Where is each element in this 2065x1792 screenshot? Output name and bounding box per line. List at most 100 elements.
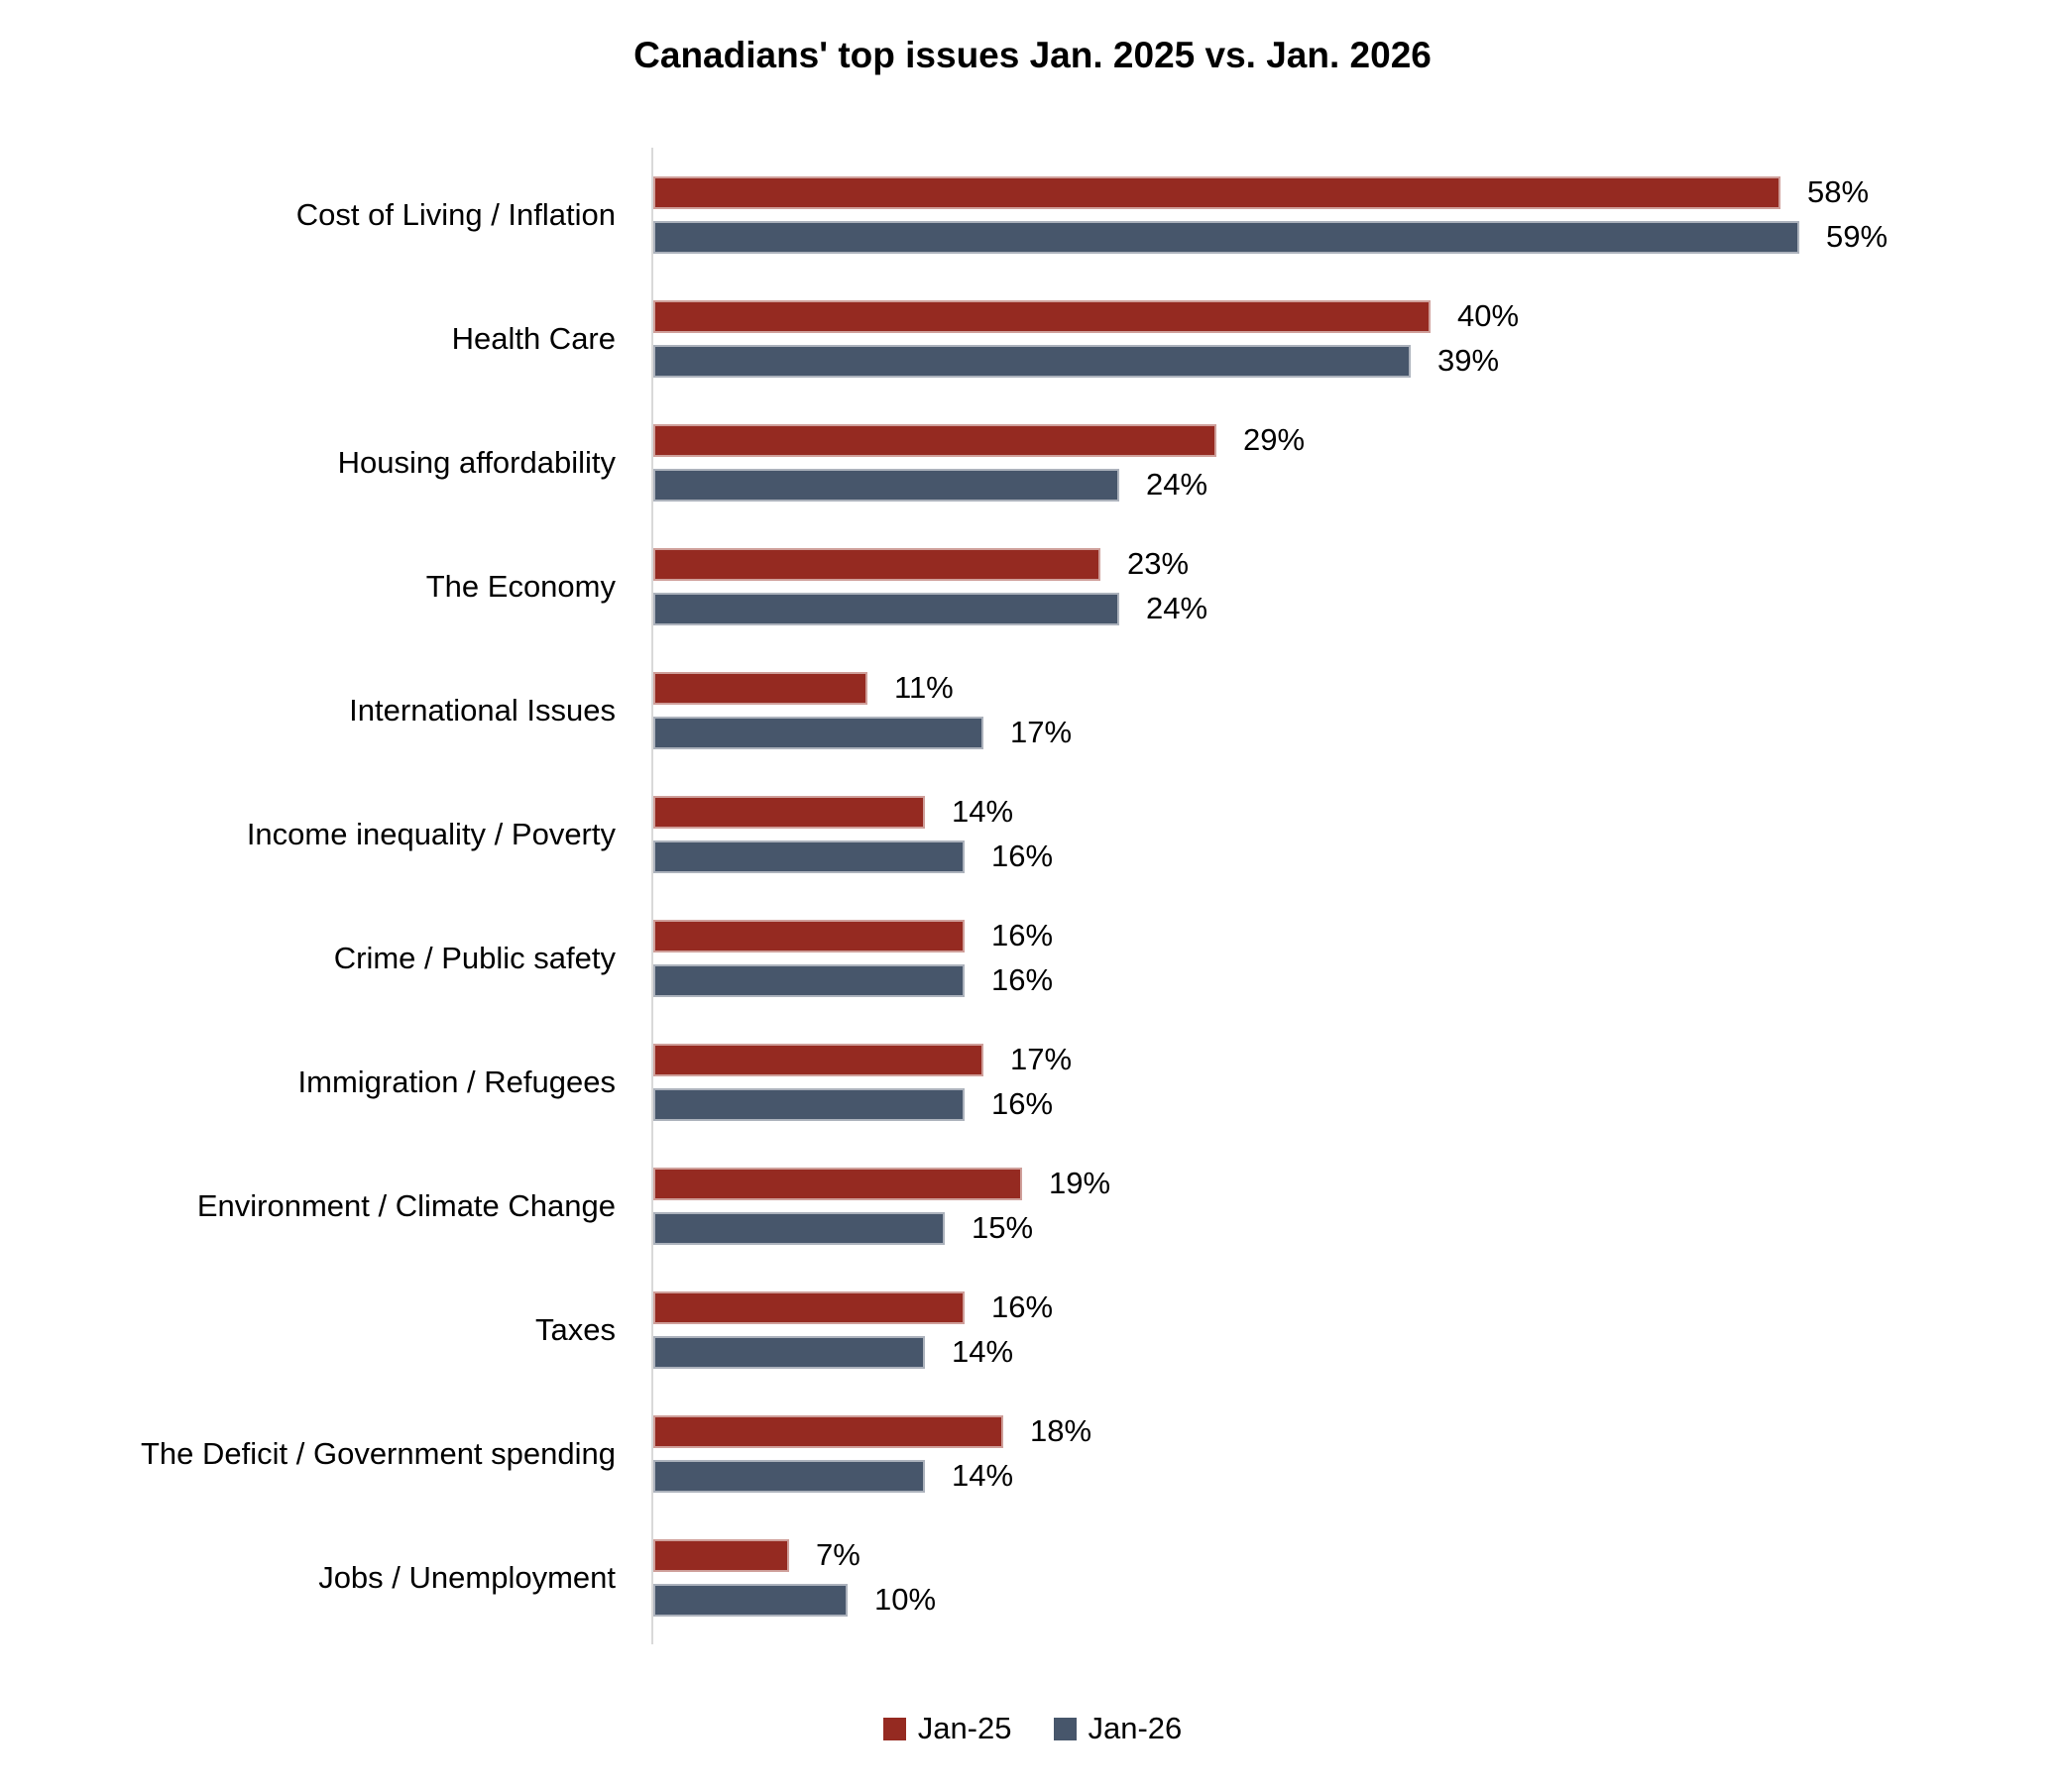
bar-line: 14%	[653, 794, 2065, 829]
bar-line: 16%	[653, 918, 2065, 952]
bar-line: 16%	[653, 1086, 2065, 1121]
category-row: Crime / Public safety 16% 16%	[0, 896, 2065, 1020]
category-label: Health Care	[451, 320, 616, 356]
bar-group: 7% 10%	[653, 1537, 2065, 1617]
chart-title: Canadians' top issues Jan. 2025 vs. Jan.…	[633, 35, 1432, 75]
legend-item: Jan-25	[882, 1711, 1012, 1746]
legend-label-jan-25: Jan-25	[917, 1711, 1012, 1745]
bar-line: 39%	[653, 343, 2065, 378]
bar-line: 16%	[653, 962, 2065, 997]
value-label-jan-26: 39%	[1437, 343, 1500, 378]
category-row: Income inequality / Poverty 14% 16%	[0, 772, 2065, 896]
bar-jan-25	[653, 299, 1431, 333]
bar-group: 23% 24%	[653, 546, 2065, 625]
bar-jan-26	[653, 963, 965, 997]
category-label: Income inequality / Poverty	[246, 816, 616, 851]
value-label-jan-25: 19%	[1049, 1166, 1111, 1200]
bar-line: 58%	[653, 174, 2065, 209]
bar-jan-26	[653, 592, 1119, 625]
bar-line: 40%	[653, 298, 2065, 333]
bar-group: 14% 16%	[653, 794, 2065, 873]
category-row: Immigration / Refugees 17% 16%	[0, 1020, 2065, 1144]
category-row: Environment / Climate Change 19% 15%	[0, 1144, 2065, 1268]
bar-group: 17% 16%	[653, 1042, 2065, 1121]
value-label-jan-25: 29%	[1243, 422, 1306, 457]
bar-jan-25	[653, 1538, 789, 1572]
category-row: International Issues 11% 17%	[0, 648, 2065, 772]
value-label-jan-25: 16%	[991, 1289, 1054, 1324]
value-label-jan-26: 16%	[991, 839, 1054, 873]
value-label-jan-25: 40%	[1457, 298, 1520, 333]
y-axis-line	[651, 148, 653, 1644]
value-label-jan-26: 16%	[991, 1086, 1054, 1121]
category-label: Cost of Living / Inflation	[295, 196, 616, 232]
bar-group: 16% 14%	[653, 1289, 2065, 1369]
value-label-jan-25: 14%	[952, 794, 1014, 829]
category-label: The Economy	[425, 568, 616, 604]
category-label: Environment / Climate Change	[196, 1187, 616, 1223]
bar-group: 11% 17%	[653, 670, 2065, 749]
category-label: International Issues	[349, 692, 616, 728]
value-label-jan-25: 7%	[816, 1537, 860, 1572]
bar-jan-26	[653, 1583, 848, 1617]
bar-line: 14%	[653, 1458, 2065, 1493]
bar-jan-25	[653, 671, 867, 705]
bar-jan-26	[653, 716, 983, 749]
bar-jan-26	[653, 468, 1119, 502]
bar-jan-25	[653, 1290, 965, 1324]
bar-group: 19% 15%	[653, 1166, 2065, 1245]
bar-jan-26	[653, 220, 1799, 254]
bar-line: 18%	[653, 1413, 2065, 1448]
bar-jan-26	[653, 344, 1411, 378]
bar-group: 16% 16%	[653, 918, 2065, 997]
value-label-jan-25: 58%	[1807, 174, 1870, 209]
value-label-jan-26: 14%	[952, 1458, 1014, 1493]
legend-swatch-jan-25	[882, 1717, 906, 1740]
category-label: Crime / Public safety	[333, 940, 616, 975]
category-label: Housing affordability	[337, 444, 616, 480]
category-row: Jobs / Unemployment 7% 10%	[0, 1515, 2065, 1639]
bar-line: 24%	[653, 467, 2065, 502]
value-label-jan-26: 10%	[874, 1582, 937, 1617]
bar-line: 16%	[653, 1289, 2065, 1324]
category-row: The Economy 23% 24%	[0, 524, 2065, 648]
bar-line: 15%	[653, 1210, 2065, 1245]
value-label-jan-26: 24%	[1146, 591, 1208, 625]
value-label-jan-25: 17%	[1010, 1042, 1073, 1076]
bar-line: 16%	[653, 839, 2065, 873]
bar-jan-25	[653, 795, 925, 829]
value-label-jan-26: 24%	[1146, 467, 1208, 502]
bar-rows: Cost of Living / Inflation 58% 59% Healt…	[0, 153, 2065, 1639]
bar-line: 17%	[653, 715, 2065, 749]
bar-line: 19%	[653, 1166, 2065, 1200]
legend-swatch-jan-26	[1053, 1717, 1077, 1740]
bar-jan-25	[653, 547, 1100, 581]
value-label-jan-26: 14%	[952, 1334, 1014, 1369]
bar-jan-26	[653, 1087, 965, 1121]
legend-item: Jan-26	[1053, 1711, 1182, 1746]
category-row: Cost of Living / Inflation 58% 59%	[0, 153, 2065, 277]
bar-line: 29%	[653, 422, 2065, 457]
bar-line: 10%	[653, 1582, 2065, 1617]
value-label-jan-25: 11%	[894, 670, 954, 705]
bar-jan-25	[653, 1167, 1022, 1200]
category-label: The Deficit / Government spending	[140, 1435, 616, 1471]
bar-line: 17%	[653, 1042, 2065, 1076]
bar-jan-26	[653, 1335, 925, 1369]
bar-group: 18% 14%	[653, 1413, 2065, 1493]
bar-jan-26	[653, 1211, 945, 1245]
category-label: Immigration / Refugees	[297, 1064, 616, 1099]
category-row: Taxes 16% 14%	[0, 1268, 2065, 1392]
plot-area: Cost of Living / Inflation 58% 59% Healt…	[0, 148, 2065, 1644]
legend: Jan-25 Jan-26	[0, 1711, 2065, 1746]
bar-line: 11%	[653, 670, 2065, 705]
bar-line: 7%	[653, 1537, 2065, 1572]
category-row: The Deficit / Government spending 18% 14…	[0, 1392, 2065, 1515]
value-label-jan-26: 16%	[991, 962, 1054, 997]
bar-jan-25	[653, 919, 965, 952]
bar-line: 23%	[653, 546, 2065, 581]
value-label-jan-26: 15%	[972, 1210, 1034, 1245]
bar-jan-25	[653, 423, 1216, 457]
bar-line: 59%	[653, 219, 2065, 254]
